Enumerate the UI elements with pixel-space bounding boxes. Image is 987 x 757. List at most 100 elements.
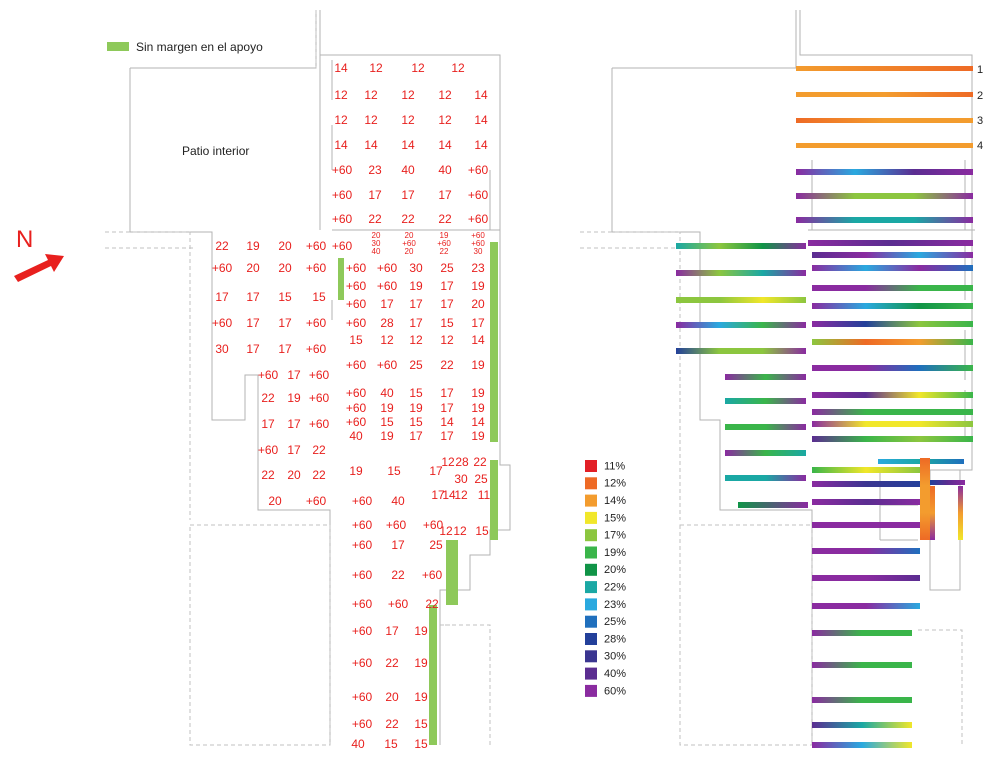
north-arrow: N — [14, 226, 64, 282]
slab-value: 20 — [471, 297, 485, 311]
slab-value: 40 — [438, 163, 452, 177]
slab-value: 12 — [334, 88, 348, 102]
reinforcement-strip — [676, 297, 806, 303]
color-scale-swatch — [585, 477, 597, 490]
slab-value: +60 — [386, 518, 407, 532]
reinforcement-strip — [725, 475, 806, 481]
reinforcement-strip — [930, 480, 965, 485]
slab-value: 14 — [401, 138, 415, 152]
no-margin-bar — [429, 605, 437, 745]
slab-value: +60 — [468, 163, 489, 177]
slab-value: 12 — [401, 88, 415, 102]
slab-value: 22 — [368, 212, 382, 226]
slab-value: 19 — [409, 401, 423, 415]
reinforcement-strip — [812, 603, 920, 609]
slab-value: 17 — [429, 464, 443, 478]
color-scale-label: 28% — [604, 633, 626, 645]
slab-value: 22 — [385, 656, 399, 670]
reinforcement-strip — [796, 143, 973, 148]
color-scale-swatch — [585, 511, 597, 524]
slab-value: 19 — [380, 429, 394, 443]
slab-value: 17 — [278, 316, 292, 330]
slab-value: 19 — [414, 690, 428, 704]
reinforcement-strip — [812, 548, 920, 554]
color-scale-swatch — [585, 633, 597, 645]
slab-value: 20 — [405, 247, 414, 256]
slab-value: 22 — [401, 212, 415, 226]
color-scale-swatch — [585, 615, 597, 628]
slab-value: 19 — [380, 401, 394, 415]
reinforcement-strip — [725, 374, 806, 380]
slab-value: 20 — [372, 231, 381, 240]
no-margin-legend-label: Sin margen en el apoyo — [136, 40, 263, 54]
slab-value: 19 — [471, 386, 485, 400]
slab-value: 14 — [364, 138, 378, 152]
slab-value: +60 — [352, 597, 373, 611]
color-scale-label: 40% — [604, 668, 626, 680]
slab-value: +60 — [352, 494, 373, 508]
slab-value: 40 — [401, 163, 415, 177]
slab-value: 25 — [440, 261, 454, 275]
slab-value: +60 — [306, 316, 327, 330]
slab-value: +60 — [309, 417, 330, 431]
reinforcement-strip — [812, 252, 973, 258]
reinforcement-strip — [676, 270, 806, 276]
slab-value: 17 — [246, 342, 260, 356]
reinforcement-strip — [812, 722, 912, 728]
slab-value: 12 — [380, 333, 394, 347]
slab-value: +60 — [437, 239, 451, 248]
reinforcement-strip-vertical — [958, 486, 963, 540]
slab-value: 15 — [349, 333, 363, 347]
reinforcement-strip — [812, 321, 973, 327]
slab-value: 19 — [246, 239, 260, 253]
slab-value: +60 — [352, 690, 373, 704]
slab-value: +60 — [352, 656, 373, 670]
slab-value: 17 — [261, 417, 275, 431]
slab-value: 40 — [349, 429, 363, 443]
slab-value: 12 — [401, 113, 415, 127]
slab-value: +60 — [377, 358, 398, 372]
slab-value: 20 — [405, 231, 414, 240]
slab-value: 22 — [385, 717, 399, 731]
slab-value: +60 — [332, 212, 353, 226]
slab-value: 17 — [440, 429, 454, 443]
reinforcement-strip — [812, 522, 922, 528]
strip-number: 1 — [977, 64, 983, 76]
slab-value: 14 — [440, 415, 454, 429]
color-scale-swatch — [585, 494, 597, 507]
slab-value: +60 — [388, 597, 409, 611]
slab-value: +60 — [377, 261, 398, 275]
slab-value: 20 — [278, 261, 292, 275]
reinforcement-strip — [812, 662, 912, 668]
slab-value: 11 — [478, 488, 491, 502]
reinforcement-strip-vertical — [930, 486, 935, 540]
slab-value: 40 — [351, 737, 365, 751]
reinforcement-strip-vertical — [920, 458, 930, 540]
slab-value: 30 — [454, 472, 468, 486]
reinforcement-strip — [812, 481, 922, 487]
no-margin-bar — [338, 258, 344, 300]
reinforcement-strip — [796, 193, 973, 199]
slab-value: 17 — [385, 624, 399, 638]
reinforcement-strip — [796, 66, 973, 71]
slab-value: 15 — [278, 290, 292, 304]
slab-value: 28 — [380, 316, 394, 330]
reinforcement-strip — [738, 502, 808, 508]
slab-value: 15 — [414, 717, 428, 731]
color-scale-swatch — [585, 684, 597, 697]
reinforcement-strip — [808, 240, 973, 246]
slab-value: 14 — [334, 138, 348, 152]
slab-value: 12 — [438, 88, 452, 102]
slab-value: 22 — [473, 455, 487, 469]
slab-value: 15 — [387, 464, 401, 478]
slab-value: 22 — [438, 212, 452, 226]
reinforcement-strip — [812, 436, 973, 442]
slab-value: 19 — [409, 279, 423, 293]
slab-value: 40 — [372, 247, 381, 256]
no-margin-bar — [490, 460, 498, 540]
slab-value: +60 — [332, 163, 353, 177]
slab-value: +60 — [332, 239, 353, 253]
slab-value: +60 — [352, 538, 373, 552]
slab-value: 25 — [429, 538, 443, 552]
slab-value: 12 — [364, 113, 378, 127]
